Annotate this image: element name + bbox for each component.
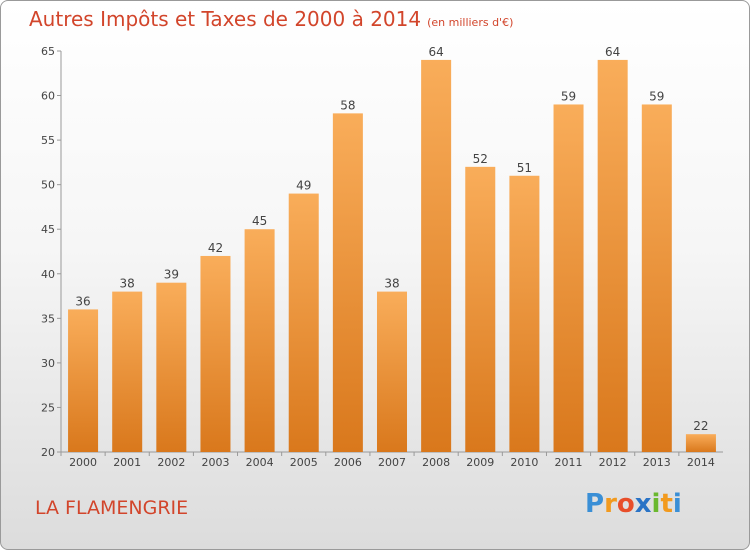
x-tick-label: 2004: [246, 456, 274, 469]
y-tick-label: 65: [41, 45, 55, 58]
logo-letter: t: [660, 489, 673, 519]
x-tick-label: 2011: [555, 456, 583, 469]
bar-value-label: 39: [164, 268, 179, 282]
chart-subtitle: (en milliers d'€): [427, 16, 514, 29]
bar: [641, 104, 672, 452]
bar: [200, 255, 231, 452]
x-tick-label: 2008: [422, 456, 450, 469]
x-tick-label: 2002: [157, 456, 185, 469]
y-tick-label: 40: [41, 268, 55, 281]
x-tick-label: 2012: [599, 456, 627, 469]
y-tick-label: 45: [41, 223, 55, 236]
x-tick-label: 2010: [510, 456, 538, 469]
bar-value-label: 36: [75, 294, 90, 308]
bar-value-label: 38: [384, 277, 399, 291]
logo-letter: o: [616, 489, 635, 519]
chart-title-text: Autres Impôts et Taxes de 2000 à 2014: [29, 7, 422, 31]
bar: [553, 104, 584, 452]
x-tick-label: 2006: [334, 456, 362, 469]
bar-value-label: 64: [605, 45, 620, 59]
bar-value-label: 58: [340, 98, 355, 112]
x-tick-label: 2001: [113, 456, 141, 469]
chart-axes: 20 25 30 35 40 45 50 55 60 65 2000 2001 2002 2003 2004…: [41, 45, 723, 469]
y-tick-label: 30: [41, 357, 55, 370]
y-tick-label: 60: [41, 90, 55, 103]
logo-letter: i: [672, 489, 682, 519]
place-name: LA FLAMENGRIE: [35, 497, 189, 519]
bar: [68, 309, 99, 452]
x-tick-label: 2003: [201, 456, 229, 469]
bar-value-label: 51: [517, 161, 532, 175]
logo-letter: i: [651, 489, 661, 519]
bar-value-label: 59: [561, 89, 576, 103]
bar-value-label: 52: [473, 152, 488, 166]
bar-value-label: 59: [649, 89, 664, 103]
x-tick-label: 2013: [643, 456, 671, 469]
bar: [509, 175, 540, 452]
x-tick-label: 2009: [466, 456, 494, 469]
bar: [244, 229, 275, 452]
bar-value-label: 22: [693, 419, 708, 433]
logo-letter: r: [604, 489, 617, 519]
bar: [685, 434, 716, 452]
x-tick-label: 2000: [69, 456, 97, 469]
bar-value-label: 64: [428, 45, 443, 59]
proxiti-logo: Proxiti: [585, 489, 682, 519]
bar: [156, 282, 187, 452]
x-tick-label: 2005: [290, 456, 318, 469]
y-tick-label: 55: [41, 134, 55, 147]
x-tick-label: 2007: [378, 456, 406, 469]
logo-letter: P: [585, 489, 605, 519]
chart-title: Autres Impôts et Taxes de 2000 à 2014 (en…: [29, 7, 513, 31]
chart-bars: [68, 59, 716, 453]
bar-value-label: 45: [252, 214, 267, 228]
y-tick-label: 50: [41, 179, 55, 192]
logo-letter: x: [634, 489, 652, 519]
bar: [112, 291, 143, 452]
chart-data-labels: 36 38 39 42 45 49 58 38 64 52 51 59 64 59 22: [75, 45, 708, 433]
y-tick-label: 25: [41, 401, 55, 414]
y-tick-label: 20: [41, 446, 55, 459]
bar-value-label: 42: [208, 241, 223, 255]
bar-value-label: 49: [296, 179, 311, 193]
bar: [332, 113, 363, 452]
bar: [288, 193, 319, 453]
x-tick-label: 2014: [687, 456, 715, 469]
y-tick-label: 35: [41, 312, 55, 325]
bar: [465, 166, 496, 452]
bar: [597, 59, 628, 453]
bar: [421, 59, 452, 453]
bar-value-label: 38: [120, 277, 135, 291]
bar: [376, 291, 408, 452]
